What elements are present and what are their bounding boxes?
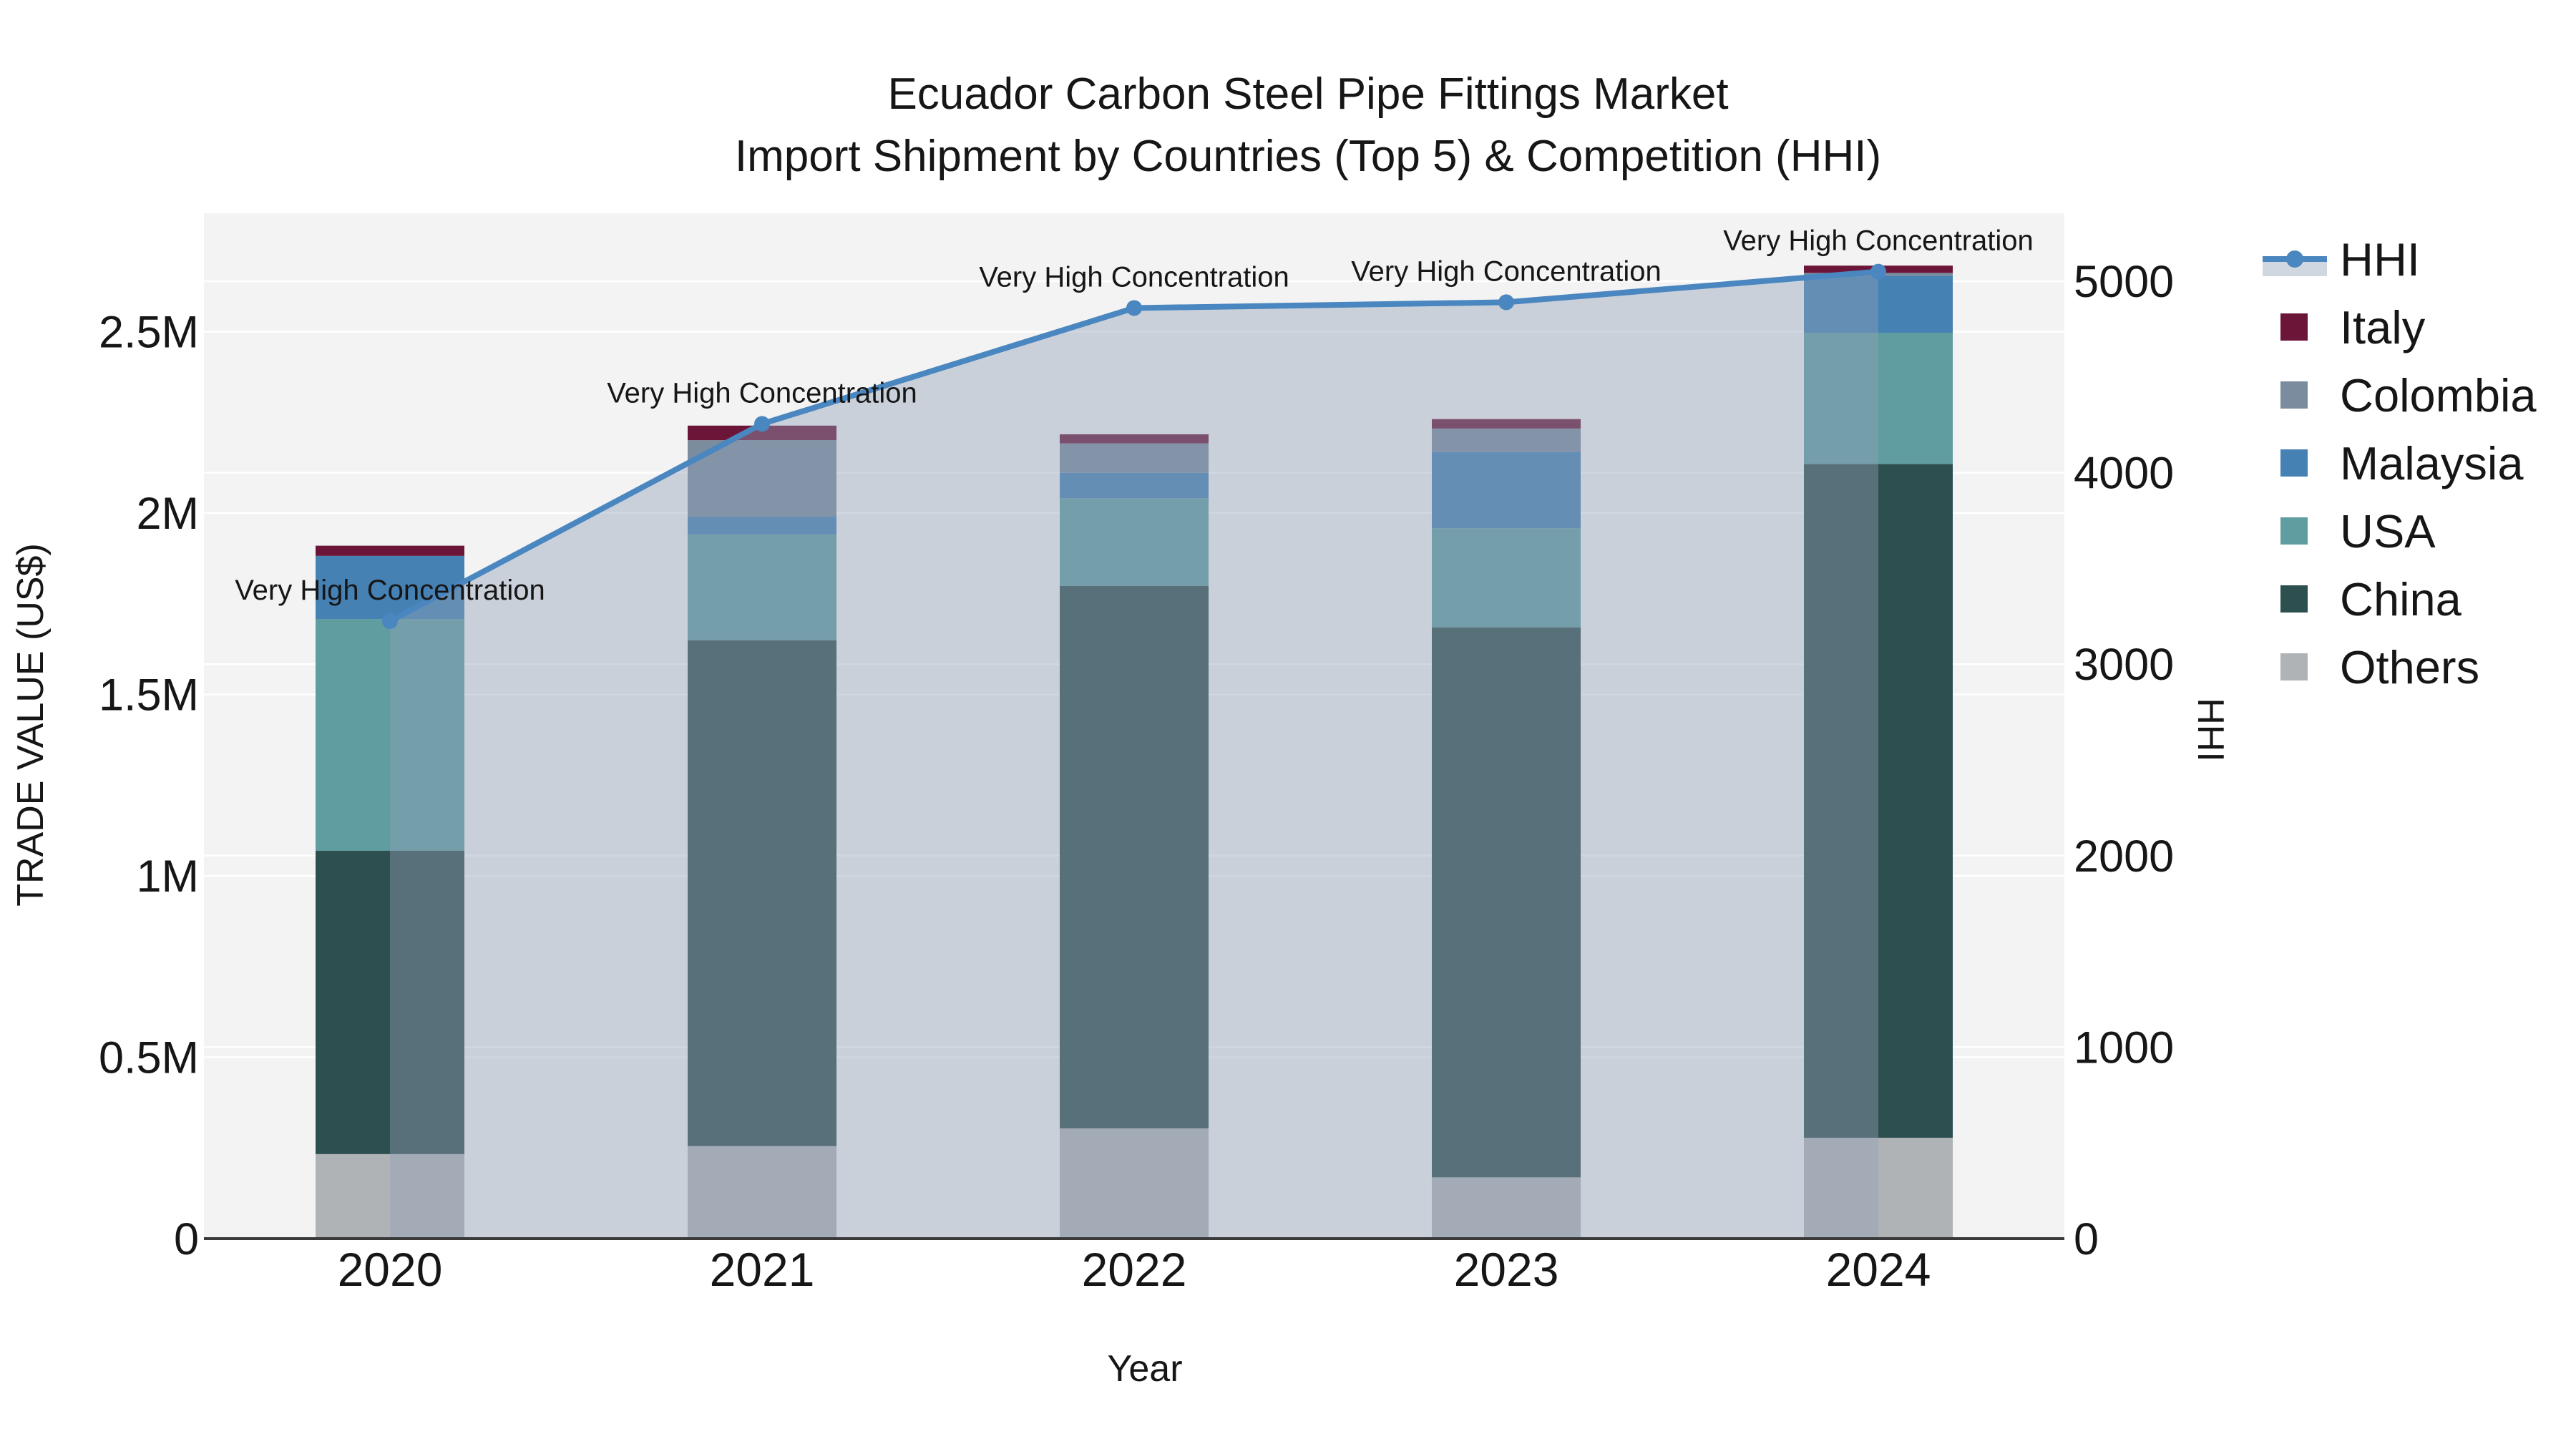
bar-segment-china-2022[interactable] [1060, 585, 1209, 1128]
hhi-area-fill [390, 271, 1878, 1239]
y-left-tick-label: 2M [136, 489, 199, 539]
bar-segment-china-2023[interactable] [1432, 627, 1581, 1178]
legend-label-others: Others [2340, 641, 2479, 693]
y-left-tick-label: 1M [136, 852, 199, 902]
bar-segment-usa-2021[interactable] [688, 534, 836, 640]
legend-item-malaysia[interactable]: Malaysia [2280, 437, 2524, 489]
annotation-2021: Very High Concentration [607, 377, 917, 409]
legend-item-others[interactable]: Others [2280, 641, 2479, 693]
bar-segment-colombia-2023[interactable] [1432, 428, 1581, 452]
y-left-axis-title: TRADE VALUE (US$) [10, 543, 52, 907]
y-right-tick-label: 3000 [2074, 640, 2174, 690]
bar-segment-italy-2022[interactable] [1060, 434, 1209, 444]
bar-segment-italy-2020[interactable] [316, 545, 464, 556]
annotation-2024: Very High Concentration [1723, 225, 2034, 257]
hhi-line-layer [382, 263, 1886, 629]
bar-segment-china-2021[interactable] [688, 640, 836, 1146]
bar-segment-malaysia-2020[interactable] [316, 555, 464, 620]
bar-segment-china-2020[interactable] [316, 851, 464, 1154]
hhi-marker-2024[interactable] [1870, 263, 1886, 280]
bar-segment-others-2021[interactable] [688, 1146, 836, 1239]
x-tick-label-2022: 2022 [1082, 1243, 1187, 1296]
axes-layer: 0 0.5M 1M 1.5M 2M 2.5M 0 1000 2000 3000 4000 5000 20… [99, 257, 2174, 1296]
legend-item-hhi[interactable]: HHI [2263, 233, 2420, 286]
legend-label-colombia: Colombia [2340, 369, 2537, 421]
bar-segment-others-2023[interactable] [1432, 1177, 1581, 1239]
bar-segment-others-2020[interactable] [316, 1153, 464, 1239]
y-left-tick-label: 1.5M [99, 670, 199, 721]
hhi-marker-2020[interactable] [382, 613, 398, 629]
y-right-tick-label: 5000 [2074, 257, 2174, 307]
annotation-layer: Very High Concentration Very High Concent… [235, 225, 2034, 606]
bars-layer [316, 265, 1953, 1239]
bar-segment-italy-2023[interactable] [1432, 419, 1581, 429]
legend-hhi-marker-sample [2286, 250, 2303, 268]
bar-segment-others-2024[interactable] [1804, 1138, 1953, 1239]
y-right-tick-label: 1000 [2074, 1023, 2174, 1073]
hhi-area-layer [390, 271, 1878, 1239]
legend-hhi-fill-sample [2263, 262, 2327, 276]
bar-segment-italy-2021[interactable] [688, 425, 836, 441]
hhi-marker-2021[interactable] [754, 416, 770, 432]
y-right-tick-label: 2000 [2074, 831, 2174, 882]
legend-item-colombia[interactable]: Colombia [2280, 369, 2537, 421]
x-tick-label-2023: 2023 [1454, 1243, 1559, 1296]
bar-segment-malaysia-2021[interactable] [688, 517, 836, 535]
x-tick-label-2024: 2024 [1826, 1243, 1931, 1296]
bar-segment-usa-2022[interactable] [1060, 498, 1209, 586]
annotation-2020: Very High Concentration [235, 575, 545, 606]
bar-segment-colombia-2022[interactable] [1060, 443, 1209, 473]
bar-segment-others-2022[interactable] [1060, 1128, 1209, 1239]
legend-label-italy: Italy [2340, 301, 2426, 353]
y-left-tick-label: 0.5M [99, 1033, 199, 1083]
legend-swatch-italy [2280, 313, 2308, 341]
legend-label-usa: USA [2340, 505, 2436, 557]
legend-swatch-malaysia [2280, 449, 2308, 477]
hhi-marker-2023[interactable] [1498, 294, 1514, 311]
legend-item-china[interactable]: China [2280, 573, 2462, 625]
legend-layer: HHI Italy Colombia Malaysia USA China Others [2263, 233, 2537, 693]
bar-segment-china-2024[interactable] [1804, 464, 1953, 1138]
annotation-2023: Very High Concentration [1351, 255, 1662, 287]
legend-item-italy[interactable]: Italy [2280, 301, 2426, 353]
hhi-marker-2022[interactable] [1126, 300, 1142, 316]
bar-segment-usa-2020[interactable] [316, 619, 464, 852]
y-left-tick-label: 0 [174, 1214, 199, 1264]
legend-swatch-colombia [2280, 381, 2308, 409]
chart-title-line1: Ecuador Carbon Steel Pipe Fittings Marke… [887, 69, 1728, 119]
legend-label-hhi: HHI [2340, 233, 2420, 286]
legend-label-malaysia: Malaysia [2340, 437, 2524, 489]
legend-swatch-others [2280, 653, 2308, 680]
y-left-tick-label: 2.5M [99, 308, 199, 358]
y-right-axis-title: HHI [2190, 698, 2231, 762]
bar-segment-usa-2023[interactable] [1432, 528, 1581, 628]
x-tick-label-2021: 2021 [710, 1243, 815, 1296]
legend-item-usa[interactable]: USA [2280, 505, 2436, 557]
legend-label-china: China [2340, 573, 2462, 625]
y-right-tick-label: 0 [2074, 1214, 2099, 1264]
chart-title-line2: Import Shipment by Countries (Top 5) & C… [735, 132, 1881, 181]
y-right-tick-label: 4000 [2074, 449, 2174, 499]
legend-swatch-usa [2280, 517, 2308, 545]
bar-segment-malaysia-2024[interactable] [1804, 275, 1953, 333]
x-tick-label-2020: 2020 [338, 1243, 443, 1296]
bar-segment-usa-2024[interactable] [1804, 333, 1953, 464]
annotation-2022: Very High Concentration [979, 261, 1289, 293]
x-axis-title: Year [1107, 1348, 1182, 1390]
bar-segment-malaysia-2023[interactable] [1432, 452, 1581, 529]
bar-segment-malaysia-2022[interactable] [1060, 472, 1209, 499]
legend-swatch-china [2280, 585, 2308, 613]
